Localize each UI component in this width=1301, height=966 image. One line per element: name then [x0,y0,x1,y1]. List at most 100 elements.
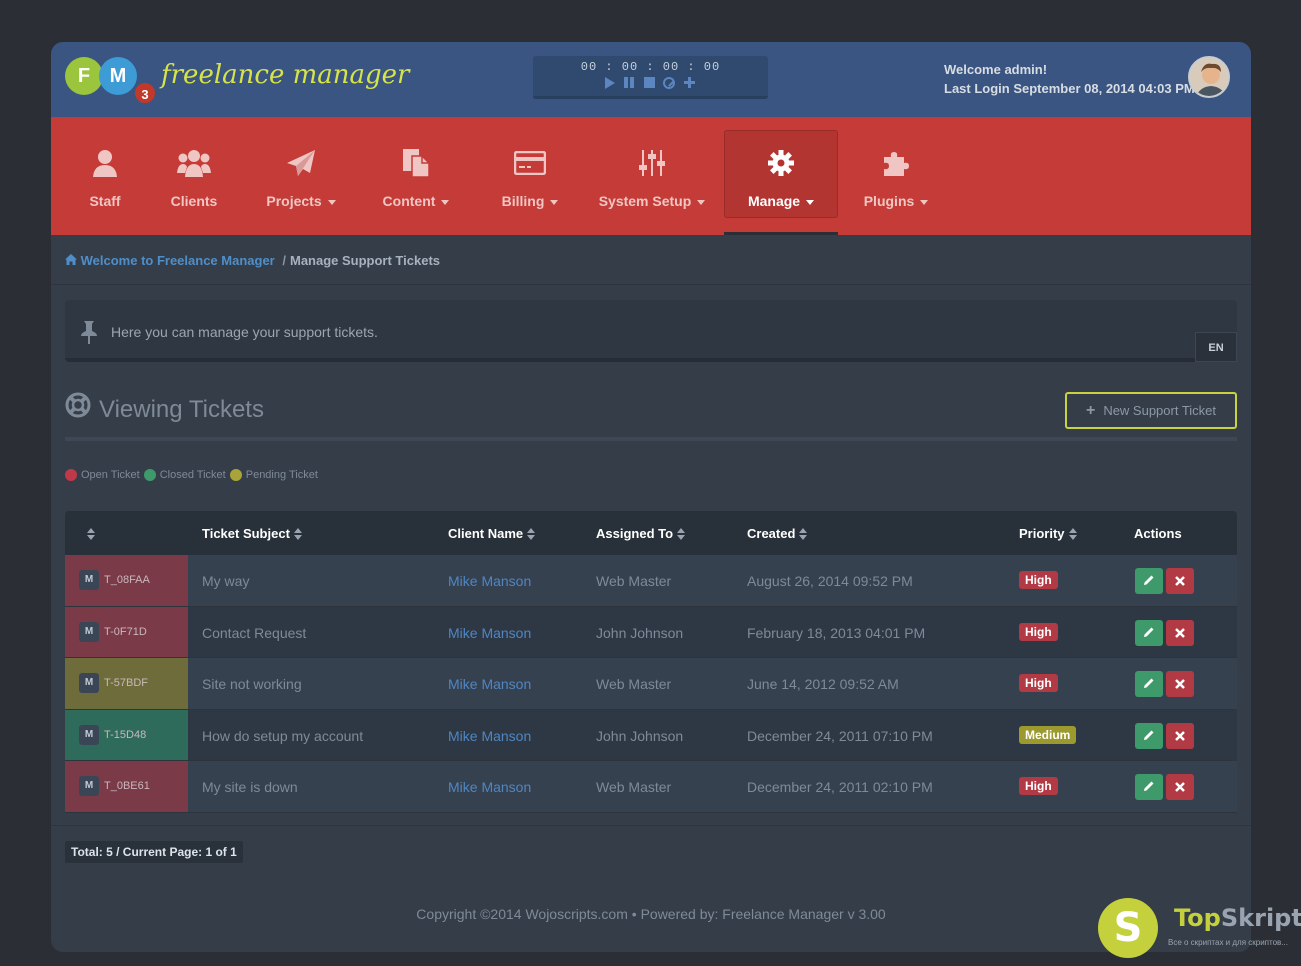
edit-button[interactable] [1135,722,1163,749]
edit-button[interactable] [1135,568,1163,594]
add-time-icon[interactable] [683,76,696,89]
assigned-to: Web Master [596,573,672,589]
nav-clients[interactable]: Clients [154,131,234,233]
breadcrumb-home[interactable]: Welcome to Freelance Manager [65,253,278,268]
ticket-badge: M [79,621,99,642]
ticket-id-cell: M T_08FAA [65,555,188,606]
col-client-name-label: Client Name [448,526,524,541]
pause-icon[interactable] [623,76,636,89]
ticket-subject[interactable]: How do setup my account [202,727,364,744]
nav-staff-label: Staff [89,193,121,209]
table-row[interactable]: M T_08FAA My way Mike Manson Web Master … [65,555,1237,607]
delete-button[interactable] [1166,568,1194,594]
chevron-down-icon [441,199,450,205]
table-row[interactable]: M T_0BE61 My site is down Mike Manson We… [65,761,1237,813]
edit-button[interactable] [1135,619,1163,646]
client-name-link[interactable]: Mike Manson [448,779,532,795]
client-name-link[interactable]: Mike Manson [448,676,532,692]
col-created[interactable]: Created [747,526,808,541]
assigned-to: Web Master [596,779,672,795]
nav-manage[interactable]: Manage [724,130,838,218]
nav-staff[interactable]: Staff [65,131,145,233]
delete-button[interactable] [1166,619,1194,646]
pagination-info: Total: 5 / Current Page: 1 of 1 [65,841,243,863]
ticket-id: T-15D48 [104,728,147,741]
created-date: February 18, 2013 04:01 PM [747,624,926,641]
nav-active-indicator [724,232,838,235]
files-icon [371,143,461,183]
logo[interactable]: F M 3 freelance manager [65,54,409,105]
play-icon[interactable] [605,77,615,89]
reset-icon[interactable] [663,77,675,89]
stop-icon[interactable] [644,77,655,88]
new-support-ticket-button[interactable]: + New Support Ticket [1065,392,1237,429]
col-assigned-to[interactable]: Assigned To [596,526,686,541]
nav-system-setup[interactable]: System Setup [597,131,707,233]
language-button[interactable]: EN [1195,332,1237,362]
logo-name: freelance manager [161,60,410,90]
avatar[interactable] [1188,56,1230,98]
col-assigned-to-label: Assigned To [596,526,674,541]
assigned-to: Web Master [596,676,672,692]
nav-plugins[interactable]: Plugins [851,131,941,233]
priority-badge: High [1019,571,1058,589]
col-priority[interactable]: Priority [1019,526,1077,541]
nav-projects[interactable]: Projects [256,131,346,233]
table-row[interactable]: M T-0F71D Contact Request Mike Manson Jo… [65,606,1237,658]
sort-icon [527,527,536,540]
nav-billing-label: Billing [501,193,545,209]
assigned-to: John Johnson [596,727,684,744]
table-header: Ticket Subject Client Name Assigned To C… [65,511,1237,555]
sort-icon [87,527,95,540]
created-date: June 14, 2012 09:52 AM [747,676,899,692]
users-group-icon [154,143,234,183]
created-date: December 24, 2011 07:10 PM [747,727,933,744]
ticket-id-cell: M T-0F71D [65,606,188,657]
ticket-id-cell: M T-15D48 [65,709,188,760]
close-icon [1175,728,1185,744]
nav-billing[interactable]: Billing [485,131,575,233]
ticket-subject[interactable]: Contact Request [202,624,307,641]
sort-id-column[interactable] [83,526,95,541]
table-row[interactable]: M T-15D48 How do setup my account Mike M… [65,709,1237,761]
tickets-table: Ticket Subject Client Name Assigned To C… [65,511,1237,813]
paper-plane-icon [256,143,346,183]
table-row[interactable]: M T-57BDF Site not working Mike Manson W… [65,658,1237,710]
sort-icon [1068,527,1077,540]
watermark-name-a: Top [1174,904,1221,932]
ticket-badge: M [79,673,99,694]
user-welcome: Welcome admin! Last Login September 08, … [944,60,1195,98]
client-name-link[interactable]: Mike Manson [448,624,532,641]
page-title-text: Viewing Tickets [99,396,264,423]
legend-pending: Pending Ticket [245,469,318,481]
nav-content[interactable]: Content [371,131,461,233]
top-bar: F M 3 freelance manager 00 : 00 : 00 : 0… [51,42,1251,117]
col-ticket-subject[interactable]: Ticket Subject [202,526,302,541]
nav-projects-label: Projects [266,193,322,209]
col-priority-label: Priority [1019,526,1065,541]
col-client-name[interactable]: Client Name [448,526,536,541]
client-name-link[interactable]: Mike Manson [448,573,532,589]
user-icon [65,143,145,183]
ticket-badge: M [79,724,99,745]
delete-button[interactable] [1166,671,1194,697]
timer-controls [533,76,768,89]
ticket-subject[interactable]: My site is down [202,779,298,795]
ticket-subject[interactable]: My way [202,573,250,589]
delete-button[interactable] [1166,722,1194,749]
client-name-link[interactable]: Mike Manson [448,727,532,744]
timer-widget: 00 : 00 : 00 : 00 [533,56,768,99]
breadcrumb: Welcome to Freelance Manager / Manage Sup… [51,235,1251,285]
close-icon [1175,676,1185,692]
sliders-icon [597,143,707,183]
credit-card-icon [485,143,575,183]
title-divider [65,437,1237,441]
edit-button[interactable] [1135,671,1163,697]
sort-icon [293,527,302,540]
delete-button[interactable] [1166,774,1194,800]
nav-plugins-label: Plugins [863,193,915,209]
logo-m-circle: M [99,57,137,95]
thumbtack-icon [79,320,99,349]
edit-button[interactable] [1135,774,1163,800]
ticket-subject[interactable]: Site not working [202,676,302,692]
